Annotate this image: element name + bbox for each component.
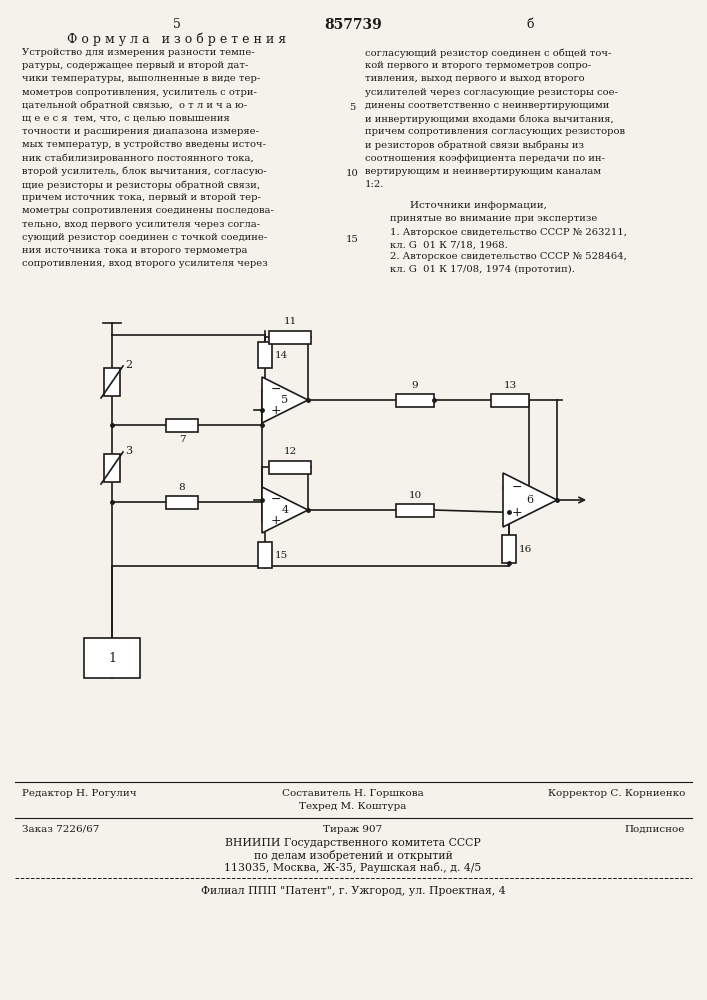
Bar [502,535,516,563]
Text: Филиал ППП "Патент", г. Ужгород, ул. Проектная, 4: Филиал ППП "Патент", г. Ужгород, ул. Про… [201,886,506,896]
Text: вертирующим и неинвертирующим каналам: вертирующим и неинвертирующим каналам [365,167,601,176]
Text: 2: 2 [125,360,132,370]
Text: Редактор Н. Рогулич: Редактор Н. Рогулич [22,789,136,798]
Text: 1. Авторское свидетельство СССР № 263211,: 1. Авторское свидетельство СССР № 263211… [390,228,627,237]
Text: 9: 9 [411,380,419,389]
Text: 4: 4 [281,505,288,515]
Bar [269,330,311,344]
Text: 10: 10 [346,169,358,178]
Text: 7: 7 [179,436,185,444]
Text: кой первого и второго термометров сопро-: кой первого и второго термометров сопро- [365,61,591,70]
Text: Устройство для измерения разности темпе-: Устройство для измерения разности темпе- [22,48,255,57]
Bar [166,495,198,508]
Text: 5: 5 [349,103,355,112]
Polygon shape [503,473,557,527]
Bar [166,418,198,432]
Bar [269,460,311,474]
Text: 8: 8 [179,483,185,491]
Text: 2. Авторское свидетельство СССР № 528464,: 2. Авторское свидетельство СССР № 528464… [390,252,627,261]
Bar [396,393,434,406]
Text: ния источника тока и второго термометра: ния источника тока и второго термометра [22,246,247,255]
Text: −: − [512,481,522,494]
Text: б: б [526,18,534,31]
Text: 16: 16 [519,544,532,554]
Text: мометров сопротивления, усилитель с отри-: мометров сопротивления, усилитель с отри… [22,88,257,97]
Text: щие резисторы и резисторы обратной связи,: щие резисторы и резисторы обратной связи… [22,180,260,190]
Text: ВНИИПИ Государственного комитета СССР: ВНИИПИ Государственного комитета СССР [225,838,481,848]
Text: 5: 5 [173,18,181,31]
Text: 13: 13 [503,380,517,389]
Text: 10: 10 [409,490,421,499]
Bar [258,342,272,368]
Text: второй усилитель, блок вычитания, согласую-: второй усилитель, блок вычитания, соглас… [22,167,267,176]
Text: причем источник тока, первый и второй тер-: причем источник тока, первый и второй те… [22,193,261,202]
Text: +: + [271,404,281,417]
Text: Ф о р м у л а   и з о б р е т е н и я: Ф о р м у л а и з о б р е т е н и я [67,33,286,46]
Polygon shape [262,377,308,423]
Text: мых температур, в устройство введены источ-: мых температур, в устройство введены ист… [22,140,266,149]
Text: по делам изобретений и открытий: по делам изобретений и открытий [254,850,452,861]
Text: 15: 15 [346,235,358,244]
Text: тельно, вход первого усилителя через согла-: тельно, вход первого усилителя через сог… [22,220,260,229]
Text: 11: 11 [284,318,297,326]
Text: 1:2.: 1:2. [365,180,385,189]
Text: +: + [512,506,522,519]
Text: 113035, Москва, Ж-35, Раушская наб., д. 4/5: 113035, Москва, Ж-35, Раушская наб., д. … [224,862,481,873]
Text: ратуры, содержащее первый и второй дат-: ратуры, содержащее первый и второй дат- [22,61,248,70]
Text: согласующий резистор соединен с общей точ-: согласующий резистор соединен с общей то… [365,48,612,57]
Text: цательной обратной связью,  о т л и ч а ю-: цательной обратной связью, о т л и ч а ю… [22,101,247,110]
Bar [491,393,529,406]
Text: 1: 1 [108,652,116,664]
Bar [258,542,272,568]
Bar [396,504,434,516]
Text: Техред М. Коштура: Техред М. Коштура [299,802,407,811]
Text: и инвертирующими входами блока вычитания,: и инвертирующими входами блока вычитания… [365,114,614,123]
Text: соотношения коэффициента передачи по ин-: соотношения коэффициента передачи по ин- [365,154,605,163]
Text: сопротивления, вход второго усилителя через: сопротивления, вход второго усилителя че… [22,259,268,268]
Text: принятые во внимание при экспертизе: принятые во внимание при экспертизе [390,214,597,223]
Text: кл. G  01 К 7/18, 1968.: кл. G 01 К 7/18, 1968. [390,241,508,250]
Text: 15: 15 [275,550,288,560]
Text: Корректор С. Корниенко: Корректор С. Корниенко [548,789,685,798]
Text: причем сопротивления согласующих резисторов: причем сопротивления согласующих резисто… [365,127,625,136]
Text: Составитель Н. Горшкова: Составитель Н. Горшкова [282,789,424,798]
Text: динены соответственно с неинвертирующими: динены соответственно с неинвертирующими [365,101,609,110]
Text: 14: 14 [275,351,288,360]
Text: усилителей через согласующие резисторы сое-: усилителей через согласующие резисторы с… [365,88,618,97]
Text: Источники информации,: Источники информации, [410,201,547,210]
Bar [84,638,140,678]
Text: чики температуры, выполненные в виде тер-: чики температуры, выполненные в виде тер… [22,74,260,83]
Text: точности и расширения диапазона измеряе-: точности и расширения диапазона измеряе- [22,127,259,136]
Text: −: − [271,383,281,396]
Text: 6: 6 [527,495,534,505]
Text: мометры сопротивления соединены последова-: мометры сопротивления соединены последов… [22,206,274,215]
Text: Подписное: Подписное [624,825,685,834]
Text: Тираж 907: Тираж 907 [323,825,382,834]
Text: тивления, выход первого и выход второго: тивления, выход первого и выход второго [365,74,585,83]
Text: 857739: 857739 [324,18,382,32]
Text: щ е е с я  тем, что, с целью повышения: щ е е с я тем, что, с целью повышения [22,114,230,123]
Text: −: − [271,493,281,506]
Text: Заказ 7226/67: Заказ 7226/67 [22,825,100,834]
Text: 5: 5 [281,395,288,405]
Text: 3: 3 [125,446,132,456]
Text: 12: 12 [284,448,297,456]
Polygon shape [262,487,308,533]
Text: ник стабилизированного постоянного тока,: ник стабилизированного постоянного тока, [22,154,254,163]
Text: и резисторов обратной связи выбраны из: и резисторов обратной связи выбраны из [365,140,584,150]
Bar [104,368,120,396]
Text: сующий резистор соединен с точкой соедине-: сующий резистор соединен с точкой соедин… [22,233,267,242]
Text: кл. G  01 К 17/08, 1974 (прототип).: кл. G 01 К 17/08, 1974 (прототип). [390,265,575,274]
Bar [104,454,120,482]
Text: +: + [271,514,281,527]
